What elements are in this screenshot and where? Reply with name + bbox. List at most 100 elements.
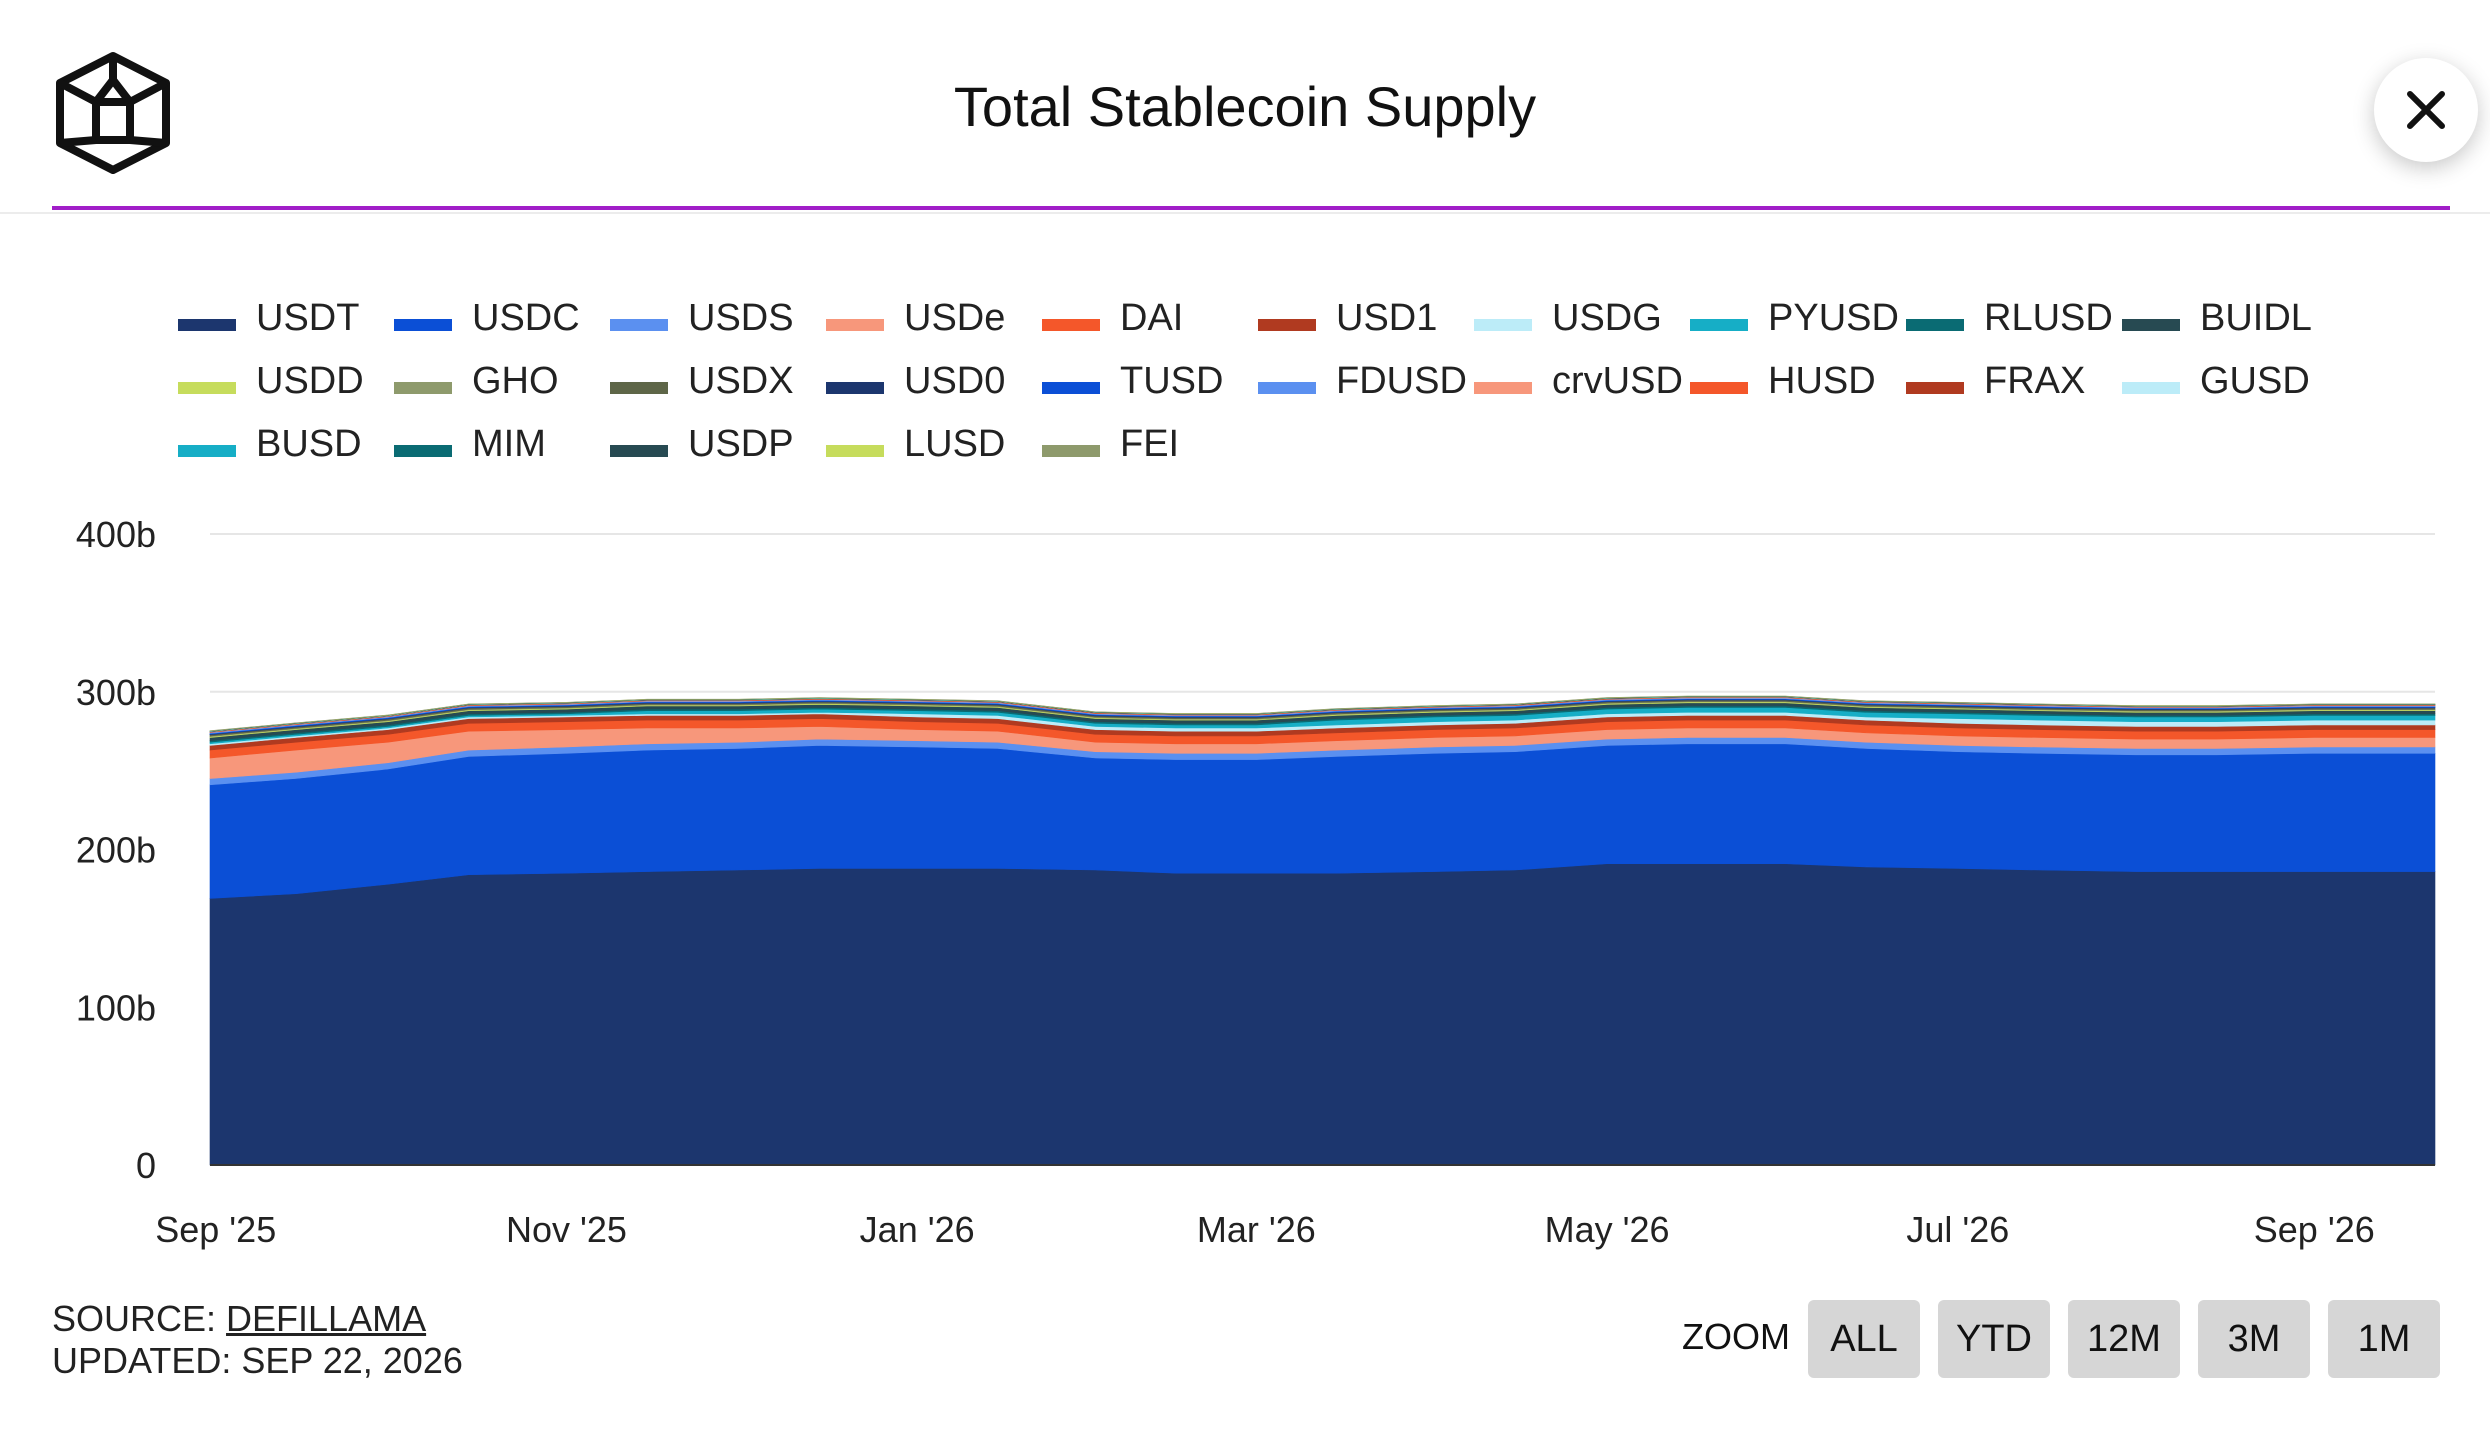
- legend-item-frax[interactable]: FRAX: [1906, 351, 2085, 411]
- legend-swatch: [394, 319, 452, 331]
- legend-label: USDe: [904, 296, 1006, 339]
- stacked-area-chart: 0 100b 200b 300b 400b Sep '25 Nov '25 Jan '26 Ma…: [76, 514, 2436, 1250]
- legend-swatch: [1690, 382, 1748, 394]
- legend-swatch: [394, 382, 452, 394]
- legend-swatch: [826, 319, 884, 331]
- x-tick-label: Mar '26: [1197, 1209, 1316, 1250]
- x-tick-label: Sep '25: [155, 1209, 276, 1250]
- legend-label: USDG: [1552, 296, 1662, 339]
- area-series-fei[interactable]: [209, 695, 2436, 732]
- legend-label: MIM: [472, 422, 546, 465]
- legend-item-crvusd[interactable]: crvUSD: [1474, 351, 1683, 411]
- legend-item-husd[interactable]: HUSD: [1690, 351, 1876, 411]
- legend-label: FEI: [1120, 422, 1180, 465]
- legend-item-usdg[interactable]: USDG: [1474, 288, 1662, 348]
- x-tick-label: Jan '26: [860, 1209, 975, 1250]
- legend-item-usdp[interactable]: USDP: [610, 414, 794, 474]
- legend-swatch: [178, 319, 236, 331]
- legend-swatch: [1474, 382, 1532, 394]
- legend-swatch: [2122, 319, 2180, 331]
- legend-swatch: [1042, 445, 1100, 457]
- legend-label: USDX: [688, 359, 794, 402]
- legend-swatch: [2122, 382, 2180, 394]
- legend-item-busd[interactable]: BUSD: [178, 414, 362, 474]
- legend-item-gusd[interactable]: GUSD: [2122, 351, 2310, 411]
- zoom-all-button[interactable]: ALL: [1808, 1300, 1920, 1378]
- y-tick-label: 100b: [76, 987, 156, 1028]
- legend-label: TUSD: [1120, 359, 1224, 402]
- cube-logo-icon: [52, 50, 174, 176]
- legend-item-usdt[interactable]: USDT: [178, 288, 359, 348]
- legend-label: USD1: [1336, 296, 1438, 339]
- legend-item-usd0[interactable]: USD0: [826, 351, 1005, 411]
- source-label: SOURCE:: [52, 1298, 227, 1339]
- legend-label: FRAX: [1984, 359, 2086, 402]
- legend-item-tusd[interactable]: TUSD: [1042, 351, 1223, 411]
- legend-item-pyusd[interactable]: PYUSD: [1690, 288, 1899, 348]
- legend-swatch: [178, 382, 236, 394]
- legend-label: USDS: [688, 296, 794, 339]
- legend-swatch: [178, 445, 236, 457]
- legend-item-mim[interactable]: MIM: [394, 414, 546, 474]
- legend-swatch: [1474, 319, 1532, 331]
- legend-item-usdd[interactable]: USDD: [178, 351, 364, 411]
- source-info: SOURCE: DEFILLAMA UPDATED: SEP 22, 2026: [52, 1298, 463, 1382]
- zoom-12m-button[interactable]: 12M: [2068, 1300, 2180, 1378]
- zoom-3m-button[interactable]: 3M: [2198, 1300, 2310, 1378]
- x-tick-label: Sep '26: [2254, 1209, 2375, 1250]
- header-accent-line: [52, 206, 2450, 210]
- close-icon: [2407, 91, 2445, 129]
- legend-label: USDT: [256, 296, 360, 339]
- legend-swatch: [394, 445, 452, 457]
- legend-swatch: [610, 319, 668, 331]
- close-button[interactable]: [2374, 58, 2478, 162]
- updated-date: UPDATED: SEP 22, 2026: [52, 1340, 463, 1381]
- legend-swatch: [1906, 382, 1964, 394]
- page-title: Total Stablecoin Supply: [953, 75, 1537, 138]
- legend-swatch: [826, 382, 884, 394]
- x-tick-label: May '26: [1545, 1209, 1670, 1250]
- legend-item-usd1[interactable]: USD1: [1258, 288, 1437, 348]
- legend-item-buidl[interactable]: BUIDL: [2122, 288, 2312, 348]
- legend-swatch: [1042, 319, 1100, 331]
- legend-label: DAI: [1120, 296, 1184, 339]
- legend-item-dai[interactable]: DAI: [1042, 288, 1183, 348]
- y-tick-label: 300b: [76, 672, 156, 713]
- legend-swatch: [610, 445, 668, 457]
- legend-item-gho[interactable]: GHO: [394, 351, 559, 411]
- legend-label: USD0: [904, 359, 1006, 402]
- legend-label: GUSD: [2200, 359, 2310, 402]
- legend-label: PYUSD: [1768, 296, 1899, 339]
- legend-item-fdusd[interactable]: FDUSD: [1258, 351, 1467, 411]
- legend-label: USDP: [688, 422, 794, 465]
- legend-item-fei[interactable]: FEI: [1042, 414, 1179, 474]
- legend-label: HUSD: [1768, 359, 1876, 402]
- legend-swatch: [826, 445, 884, 457]
- legend-item-usds[interactable]: USDS: [610, 288, 794, 348]
- legend-swatch: [1258, 319, 1316, 331]
- legend-label: crvUSD: [1552, 359, 1683, 402]
- legend-label: BUSD: [256, 422, 362, 465]
- zoom-ytd-button[interactable]: YTD: [1938, 1300, 2050, 1378]
- zoom-label: ZOOM: [1682, 1316, 1790, 1357]
- source-link[interactable]: DEFILLAMA: [226, 1298, 427, 1339]
- legend-item-usde[interactable]: USDe: [826, 288, 1005, 348]
- legend-swatch: [610, 382, 668, 394]
- y-tick-label: 0: [136, 1145, 156, 1186]
- zoom-1m-button[interactable]: 1M: [2328, 1300, 2440, 1378]
- legend-label: BUIDL: [2200, 296, 2312, 339]
- legend-label: GHO: [472, 359, 559, 402]
- legend-swatch: [1690, 319, 1748, 331]
- legend-item-usdx[interactable]: USDX: [610, 351, 794, 411]
- legend-item-usdc[interactable]: USDC: [394, 288, 580, 348]
- legend-item-lusd[interactable]: LUSD: [826, 414, 1005, 474]
- legend-item-rlusd[interactable]: RLUSD: [1906, 288, 2113, 348]
- area-series-usdt[interactable]: [209, 863, 2436, 1166]
- y-tick-label: 400b: [76, 514, 156, 555]
- y-tick-label: 200b: [76, 830, 156, 871]
- x-tick-label: Jul '26: [1906, 1209, 2009, 1250]
- legend-label: USDC: [472, 296, 580, 339]
- legend-label: LUSD: [904, 422, 1006, 465]
- legend-label: USDD: [256, 359, 364, 402]
- legend-swatch: [1258, 382, 1316, 394]
